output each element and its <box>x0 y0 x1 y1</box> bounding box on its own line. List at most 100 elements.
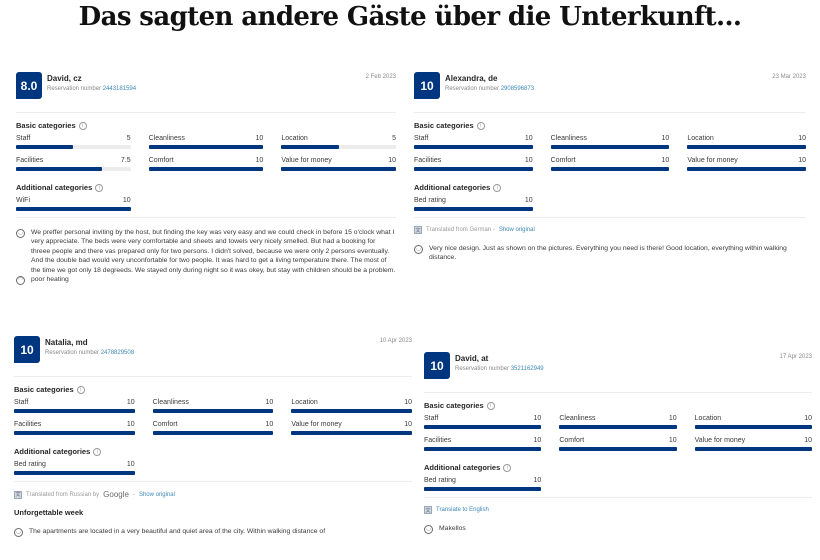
metric-label: Value for money <box>694 437 746 444</box>
rating-bar <box>14 409 135 413</box>
basic-categories-label: Basic categories <box>414 121 474 130</box>
reservation-info: Reservation number 2478829508 <box>45 350 134 356</box>
metric-label: Facilities <box>424 437 452 444</box>
metric-value: 10 <box>265 421 274 428</box>
metric-label: Cleanliness <box>152 399 189 406</box>
rating-bar <box>152 431 274 435</box>
metric-value: 10 <box>798 135 806 142</box>
page-headline: Das sagten andere Gäste über die Unterku… <box>78 2 742 32</box>
metric-label: Staff <box>414 135 429 142</box>
reservation-info: Reservation number 2443181594 <box>47 86 136 92</box>
metric-value: 10 <box>255 157 264 164</box>
score-badge: 8.0 <box>16 72 42 99</box>
positive-text: Very nice design. Just as shown on the p… <box>429 245 787 262</box>
metric-value: 10 <box>668 415 677 422</box>
divider <box>424 497 812 498</box>
category-metric: Staff 10 <box>14 399 135 413</box>
basic-categories-label: Basic categories <box>424 401 484 410</box>
metric-label: Location <box>694 415 722 422</box>
info-icon[interactable]: i <box>76 385 85 394</box>
metric-label: Value for money <box>687 157 738 164</box>
metric-value: 7.5 <box>120 157 131 164</box>
review-date: 2 Feb 2023 <box>365 74 396 80</box>
rating-bar <box>694 447 812 451</box>
negative-comment: ◠ poor heating <box>16 275 396 286</box>
metric-label: Comfort <box>152 421 178 428</box>
metric-value: 10 <box>126 421 135 428</box>
category-metric: Value for money 10 <box>694 437 812 451</box>
reservation-info: Reservation number 2908596873 <box>445 86 534 92</box>
metric-value: 10 <box>804 437 812 444</box>
additional-categories-label: Additional categories <box>424 463 501 472</box>
review-date: 23 Mar 2023 <box>772 74 806 80</box>
divider <box>14 376 412 377</box>
info-icon[interactable]: i <box>93 447 102 456</box>
score-badge: 10 <box>414 72 440 99</box>
divider <box>414 217 806 218</box>
review-header: 8.0 David, cz Reservation number 2443181… <box>16 72 396 106</box>
reservation-number-link[interactable]: 3521162949 <box>510 366 544 372</box>
rating-bar <box>559 425 677 429</box>
translate-icon: 文 <box>14 490 22 499</box>
show-original-link[interactable]: Show original <box>498 227 535 233</box>
reservation-label: Reservation number <box>47 86 102 92</box>
category-metric: Value for money 10 <box>687 157 806 171</box>
rating-bar <box>414 167 533 171</box>
basic-categories-heading: Basic categories i <box>414 121 806 130</box>
review-card: 10 Alexandra, de Reservation number 2908… <box>414 72 806 263</box>
metric-label: Comfort <box>550 157 576 164</box>
category-metric: Value for money 10 <box>281 157 396 171</box>
info-icon[interactable]: i <box>493 183 502 192</box>
smiley-happy-icon: ◡ <box>414 245 423 254</box>
divider <box>414 112 806 113</box>
category-metric: Comfort 10 <box>550 157 670 171</box>
basic-categories-grid: Staff 10 Cleanliness 10 Location 10 <box>414 135 806 171</box>
score-badge: 10 <box>424 352 450 379</box>
info-icon[interactable]: i <box>95 183 104 192</box>
rating-bar <box>148 167 264 171</box>
review-date: 10 Apr 2023 <box>379 338 412 344</box>
metric-value: 10 <box>524 197 533 204</box>
info-icon[interactable]: i <box>78 121 87 130</box>
translate-to-english-link[interactable]: Translate to English <box>436 507 489 513</box>
reservation-number-link[interactable]: 2443181594 <box>102 86 137 92</box>
metric-label: Value for money <box>291 421 342 428</box>
rating-bar <box>424 447 542 451</box>
category-metric: Staff 5 <box>16 135 131 149</box>
smiley-happy-icon: ◡ <box>424 525 433 534</box>
category-metric: Staff 10 <box>424 415 542 429</box>
smiley-sad-icon: ◠ <box>16 276 25 286</box>
reservation-number-link[interactable]: 2478829508 <box>100 350 135 356</box>
translated-from-text: Translated from German - <box>426 227 495 233</box>
metric-value: 10 <box>404 399 412 406</box>
rating-bar <box>550 167 670 171</box>
review-date: 17 Apr 2023 <box>779 354 812 360</box>
rating-bar <box>414 207 533 211</box>
basic-categories-grid: Staff 5 Cleanliness 10 Location 5 <box>16 135 396 171</box>
metric-label: Location <box>291 399 318 406</box>
metric-label: WiFi <box>16 197 30 204</box>
additional-categories-grid: Bed rating 10 <box>414 197 806 211</box>
rating-bar <box>424 425 542 429</box>
info-icon[interactable]: i <box>486 401 495 410</box>
additional-categories-label: Additional categories <box>414 183 491 192</box>
smiley-happy-icon: ◡ <box>16 229 25 238</box>
additional-categories-grid: Bed rating 10 <box>14 461 412 475</box>
divider <box>16 217 396 218</box>
category-metric: Facilities 10 <box>414 157 533 171</box>
show-original-link[interactable]: Show original <box>138 491 175 498</box>
translation-note: 文 Translated from German - Show original <box>414 226 806 234</box>
reservation-number-link[interactable]: 2908596873 <box>500 86 535 92</box>
rating-bar <box>152 409 274 413</box>
info-icon[interactable]: i <box>503 463 512 472</box>
metric-value: 10 <box>404 421 412 428</box>
category-metric: Bed rating 10 <box>424 477 542 491</box>
rating-bar <box>291 431 412 435</box>
category-metric: Bed rating 10 <box>14 461 135 475</box>
translate-button[interactable]: 文 Translate to English <box>424 506 812 514</box>
basic-categories-heading: Basic categories i <box>424 401 812 410</box>
category-metric: Bed rating 10 <box>414 197 533 211</box>
info-icon[interactable]: i <box>476 121 485 130</box>
review-card: 8.0 David, cz Reservation number 2443181… <box>16 72 396 286</box>
metric-value: 10 <box>255 135 264 142</box>
